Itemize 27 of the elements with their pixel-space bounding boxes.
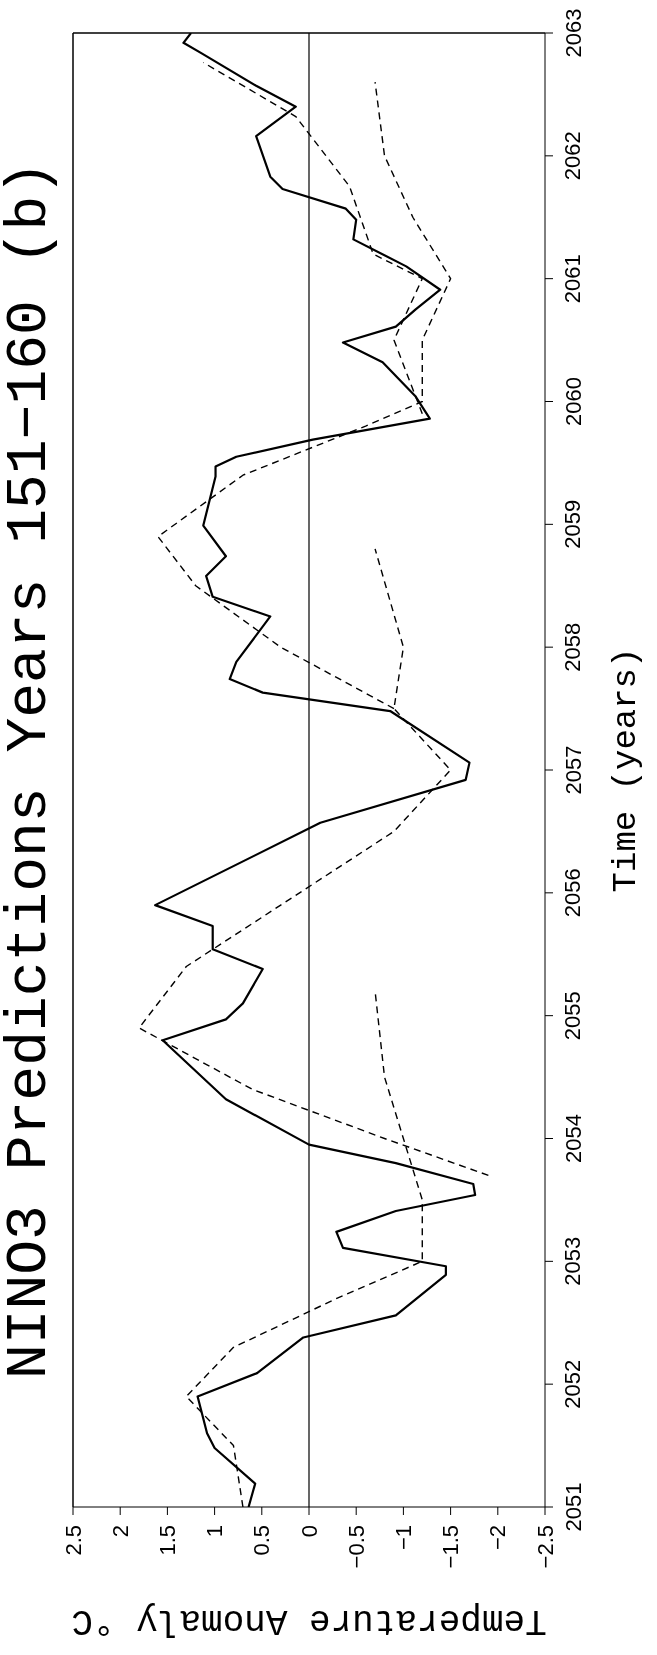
y-tick-label: 2053 xyxy=(560,1236,586,1286)
x-tick-label: 2.5 xyxy=(60,1525,86,1556)
y-tick-label: 2061 xyxy=(560,254,586,304)
y-tick-label: 2057 xyxy=(560,745,586,795)
y-tick-label: 2060 xyxy=(560,377,586,426)
y-tick-label: 2059 xyxy=(560,499,586,549)
y-tick-label: 2056 xyxy=(560,868,586,918)
y-tick-label: 2058 xyxy=(560,622,586,672)
x-axis-title: Temperature Anomaly °C xyxy=(71,1600,547,1641)
x-tick-label: 0.5 xyxy=(249,1525,275,1556)
text: NINO3 Predictions Years 151−160 (b) xyxy=(0,160,62,1380)
x-tick-label: 1 xyxy=(202,1525,228,1538)
y-tick-label: 2051 xyxy=(560,1482,586,1532)
x-tick-label: 2 xyxy=(107,1525,133,1538)
y-tick-label: 2055 xyxy=(560,991,586,1041)
y-tick-label: 2054 xyxy=(560,1114,586,1163)
y-tick-label: 2062 xyxy=(560,131,586,181)
y-axis-title: Time (years) xyxy=(607,647,645,893)
x-tick-label: −2.5 xyxy=(532,1525,558,1569)
x-tick-label: 0 xyxy=(296,1525,322,1538)
x-tick-label: −1.5 xyxy=(438,1525,464,1569)
x-tick-label: 1.5 xyxy=(154,1525,180,1556)
y-tick-label: 2063 xyxy=(560,8,586,58)
y-tick-label: 2052 xyxy=(560,1359,586,1409)
x-tick-label: −0.5 xyxy=(343,1525,369,1569)
x-tick-label: −1 xyxy=(390,1525,416,1551)
x-tick-label: −2 xyxy=(485,1525,511,1551)
